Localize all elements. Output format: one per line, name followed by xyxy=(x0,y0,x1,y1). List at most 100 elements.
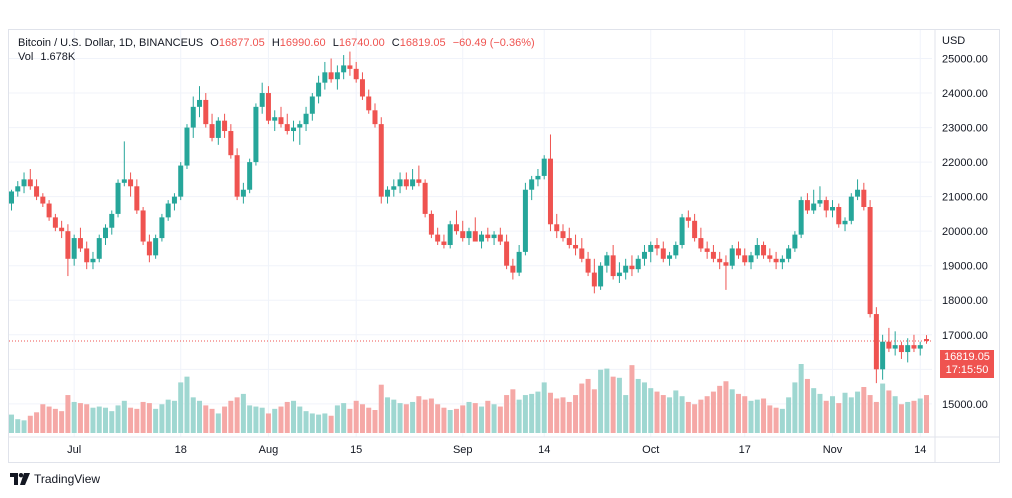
candle-body xyxy=(128,179,134,187)
open-value: 16877.05 xyxy=(218,37,265,49)
candle-body xyxy=(892,345,898,349)
volume-bar xyxy=(347,408,353,433)
volume-bar xyxy=(103,407,109,433)
candle-body xyxy=(222,120,228,132)
candle-body xyxy=(698,238,704,249)
volume-bar xyxy=(316,414,322,433)
volume-bar xyxy=(297,406,303,433)
candle-body xyxy=(786,248,792,259)
volume-bar xyxy=(247,405,253,433)
candle-body xyxy=(190,106,196,128)
candle-body xyxy=(735,248,741,256)
candle-body xyxy=(372,110,378,125)
volume-bar xyxy=(385,397,391,433)
volume-bar xyxy=(754,399,760,433)
candle-body xyxy=(692,220,698,239)
x-tick-label: 15 xyxy=(350,444,362,456)
volume-bar xyxy=(84,404,90,433)
volume-bar xyxy=(504,395,510,433)
volume-bar xyxy=(334,405,340,433)
volume-bar xyxy=(259,407,265,433)
candle-body xyxy=(660,248,666,259)
candle-body xyxy=(159,217,165,239)
candle-body xyxy=(773,258,779,263)
candle-body xyxy=(873,314,879,370)
volume-bar xyxy=(648,388,654,433)
candle-body xyxy=(403,179,409,187)
volume-bar xyxy=(203,405,209,433)
candle-body xyxy=(234,155,240,197)
volume-bar xyxy=(171,400,177,433)
volume-bar xyxy=(510,389,516,433)
candle-body xyxy=(272,117,278,121)
tradingview-branding[interactable]: TradingView xyxy=(10,472,100,486)
candle-body xyxy=(867,207,873,315)
candle-body xyxy=(52,217,58,228)
volume-bar xyxy=(410,401,416,433)
y-tick-label: 23000.00 xyxy=(942,123,988,135)
chart-frame[interactable] xyxy=(8,29,1000,463)
candle-body xyxy=(767,255,773,259)
candle-body xyxy=(140,210,146,242)
candle-body xyxy=(679,217,685,245)
volume-bar xyxy=(466,401,472,433)
volume-bar xyxy=(178,382,184,433)
volume-bar xyxy=(598,369,604,433)
x-tick-label: Sep xyxy=(453,444,473,456)
volume-bar xyxy=(485,400,491,433)
candle-body xyxy=(15,186,21,192)
x-tick-label: 14 xyxy=(914,444,926,456)
volume-bar xyxy=(573,395,579,433)
candle-body xyxy=(291,127,297,132)
volume-bar xyxy=(842,392,848,433)
candle-body xyxy=(811,203,817,211)
candle-body xyxy=(880,341,886,370)
volume-bar xyxy=(253,406,259,433)
volume-bar xyxy=(65,395,71,433)
candle-body xyxy=(297,124,303,128)
candle-body xyxy=(623,265,629,273)
volume-bar xyxy=(547,392,553,433)
candle-body xyxy=(479,234,485,242)
candle-body xyxy=(761,244,767,256)
volume-bar xyxy=(792,382,798,433)
volume-bar xyxy=(59,411,65,433)
candle-body xyxy=(121,179,127,183)
volume-bar xyxy=(679,396,685,433)
candle-body xyxy=(579,248,585,259)
volume-bar xyxy=(165,399,171,433)
volume-bar xyxy=(128,407,134,433)
volume-bar xyxy=(905,401,911,433)
candle-body xyxy=(359,79,365,97)
candle-body xyxy=(215,120,221,138)
candle-body xyxy=(40,196,46,204)
volume-bar xyxy=(704,396,710,433)
candle-body xyxy=(347,65,353,69)
candle-body xyxy=(59,227,65,232)
candle-body xyxy=(817,200,823,204)
chart-legend: Bitcoin / U.S. Dollar, 1D, BINANCEUS O16… xyxy=(18,35,535,51)
candle-body xyxy=(146,241,152,256)
volume-bar xyxy=(121,400,127,433)
candle-body xyxy=(804,200,810,211)
volume-bar xyxy=(516,399,522,433)
volume-bar xyxy=(773,407,779,433)
volume-bar xyxy=(278,406,284,433)
volume-bar xyxy=(535,391,541,433)
candle-body xyxy=(604,255,610,266)
volume-bar xyxy=(660,395,666,433)
bar-countdown: 17:15:50 xyxy=(945,364,989,376)
volume-bar xyxy=(228,400,234,433)
candle-body xyxy=(435,234,441,242)
candle-body xyxy=(209,124,215,138)
candle-body xyxy=(422,182,428,214)
candle-body xyxy=(560,231,566,239)
candle-body xyxy=(616,272,622,277)
volume-bar xyxy=(341,403,347,433)
volume-bar xyxy=(447,410,453,433)
candle-body xyxy=(748,255,754,263)
candle-body xyxy=(65,231,71,259)
volume-bar xyxy=(623,395,629,433)
y-tick-label: 20000.00 xyxy=(942,226,988,238)
